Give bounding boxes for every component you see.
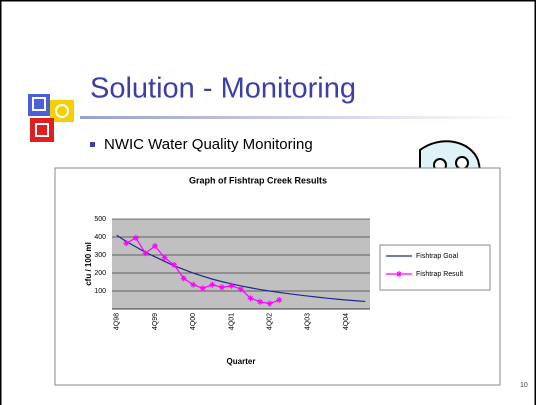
y-tick-label: 200 (94, 270, 106, 277)
y-axis-title: cfu / 100 ml (84, 242, 93, 286)
slide: Solution - Monitoring NWIC Water Quality… (0, 0, 536, 405)
y-tick-label: 500 (94, 216, 106, 223)
x-tick-label: 4Q03 (305, 313, 312, 330)
legend-label: Fishtrap Goal (416, 253, 458, 260)
x-axis-title: Quarter (227, 357, 256, 366)
x-tick-label: 4Q04 (343, 313, 350, 330)
bullet-marker (90, 142, 95, 147)
y-tick-label: 300 (94, 252, 106, 259)
y-tick-label: 400 (94, 234, 106, 241)
legend-label: Fishtrap Result (416, 271, 463, 278)
legend (380, 245, 490, 290)
x-tick-label: 4Q01 (228, 313, 235, 330)
y-tick-label: 100 (94, 288, 106, 295)
title-rule (80, 116, 520, 119)
plot-area (112, 219, 370, 309)
x-tick-label: 4Q98 (114, 313, 121, 330)
x-tick-label: 4Q00 (190, 313, 197, 330)
x-tick-label: 4Q99 (152, 313, 159, 330)
bullet-text: NWIC Water Quality Monitoring (104, 136, 313, 153)
chart-title: Graph of Fishtrap Creek Results (189, 175, 327, 185)
x-tick-label: 4Q02 (267, 313, 274, 330)
page-number: 10 (520, 382, 528, 389)
slide-title: Solution - Monitoring (90, 73, 356, 105)
